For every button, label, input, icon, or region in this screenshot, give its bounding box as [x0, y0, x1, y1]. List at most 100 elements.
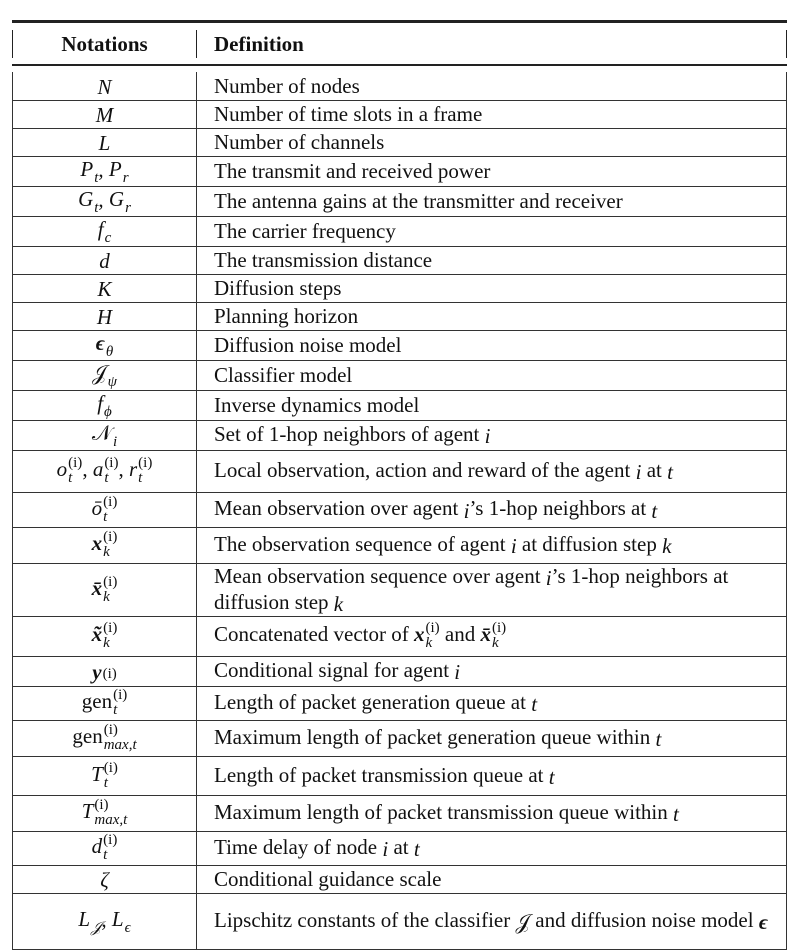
text: Mean observation sequence over agent	[214, 563, 546, 588]
text: Inverse dynamics model	[214, 393, 420, 417]
definition-cell: The observation sequence of agent i at d…	[196, 526, 787, 564]
text: Planning horizon	[214, 304, 359, 328]
math-symbol: gen (i) max,t	[72, 722, 137, 754]
table-row: L Number of channels	[12, 127, 787, 157]
math-symbol: t	[413, 837, 420, 862]
definition-cell: The carrier frequency	[196, 215, 787, 247]
math-symbol: d (i) t	[91, 832, 118, 864]
definition-cell: The transmission distance	[196, 245, 787, 275]
definition-cell: Maximum length of packet transmission qu…	[196, 794, 787, 832]
definition-cell: Mean observation over agent i’s 1-hop ne…	[196, 491, 787, 528]
notation-cell: M	[12, 99, 197, 129]
text: Conditional guidance scale	[214, 867, 442, 892]
definition-cell: Classifier model	[196, 359, 787, 391]
text: at	[641, 457, 668, 482]
table-row: d The transmission distance	[12, 245, 787, 275]
definition-cell: Number of channels	[196, 127, 787, 157]
definition-cell: The transmit and received power	[196, 155, 787, 187]
math-symbol: x̄ (i) k	[480, 620, 507, 652]
text: ,	[118, 456, 129, 481]
math-symbol: gen (i) t	[81, 687, 128, 719]
math-symbol: r (i) t	[128, 455, 153, 486]
math-symbol: k	[333, 591, 344, 616]
table-row: K Diffusion steps	[12, 273, 787, 303]
notation-cell: T (i) max,t	[12, 794, 197, 832]
definition-cell: Inverse dynamics model	[196, 389, 787, 421]
notation-cell: x̄ (i) k	[12, 562, 197, 617]
math-symbol: x (i) k	[91, 529, 118, 560]
math-symbol: x (i) k	[414, 620, 440, 652]
math-symbol: ϵ	[758, 910, 768, 935]
math-symbol: x̄ (i) k	[91, 573, 118, 605]
table-row: N Number of nodes	[12, 72, 787, 101]
definition-cell: Lipschitz constants of the classifier 𝒥 …	[196, 892, 787, 950]
definition-cell: Mean observation sequence over agent i’s…	[196, 562, 787, 617]
header-rule	[12, 64, 787, 66]
header-definition: Definition	[196, 30, 787, 58]
text: ’s 1-hop neighbors at diffusion step	[214, 563, 729, 614]
math-symbol: t	[673, 802, 679, 827]
table-row: M Number of time slots in a frame	[12, 99, 787, 129]
table-row: d (i) t Time delay of node i at t	[12, 830, 787, 866]
notation-cell: gen (i) max,t	[12, 719, 197, 757]
table-row: T (i) max,t Maximum length of packet transm…	[12, 794, 787, 832]
notation-cell: K	[12, 273, 197, 303]
math-symbol: t	[651, 498, 658, 523]
math-symbol: N	[97, 74, 112, 99]
math-symbol: 𝒥	[515, 910, 531, 935]
notation-cell: T (i) t	[12, 755, 197, 796]
math-symbol: d	[99, 249, 110, 274]
text: and	[439, 622, 481, 647]
text: ,	[82, 456, 93, 481]
text: Classifier model	[214, 363, 353, 387]
definition-cell: Conditional signal for agent i	[196, 655, 787, 687]
definition-cell: Set of 1-hop neighbors of agent i	[196, 419, 787, 451]
text: ,	[98, 186, 109, 211]
math-symbol: i	[454, 660, 461, 685]
text: at diffusion step	[516, 531, 663, 556]
math-symbol: k	[662, 534, 672, 559]
definition-cell: Time delay of node i at t	[196, 830, 787, 866]
definition-cell: Maximum length of packet generation queu…	[196, 719, 787, 757]
definition-cell: Diffusion noise model	[196, 329, 787, 361]
table-row: y (i) Conditional signal for agent i	[12, 655, 787, 687]
text: Time delay of node	[214, 835, 383, 860]
text: ’s 1-hop neighbors at	[469, 496, 652, 521]
notation-table: N Number of nodes M Number of time slots in…	[12, 72, 787, 950]
math-symbol: ζ	[100, 868, 109, 893]
text: Lipschitz constants of the classifier	[214, 908, 516, 933]
text: and diffusion noise model	[530, 908, 759, 933]
text: Maximum length of packet generation queu…	[214, 725, 656, 750]
math-symbol: i	[635, 460, 642, 485]
definition-cell: The antenna gains at the transmitter and…	[196, 185, 787, 217]
table-row: x̃ (i) k Concatenated vector of x (i) k and x…	[12, 615, 787, 657]
math-symbol: t	[531, 692, 538, 717]
table-row: gen (i) max,t Maximum length of packet gene…	[12, 719, 787, 757]
definition-cell: Concatenated vector of x (i) k and x̄ (i) k	[196, 615, 787, 657]
definition-cell: Planning horizon	[196, 301, 787, 331]
notation-cell: y (i)	[12, 655, 197, 687]
text: The transmission distance	[214, 248, 433, 272]
notation-cell: x (i) k	[12, 526, 197, 564]
definition-cell: Conditional guidance scale	[196, 864, 787, 894]
math-symbol: ō (i) t	[91, 493, 118, 525]
math-symbol: T (i) t	[91, 759, 118, 791]
text: Number of time slots in a frame	[214, 102, 483, 126]
math-symbol: i	[382, 837, 389, 862]
math-symbol: a (i) t	[92, 455, 119, 486]
table-row: f ϕ Inverse dynamics model	[12, 389, 787, 421]
notation-cell: N	[12, 72, 197, 101]
